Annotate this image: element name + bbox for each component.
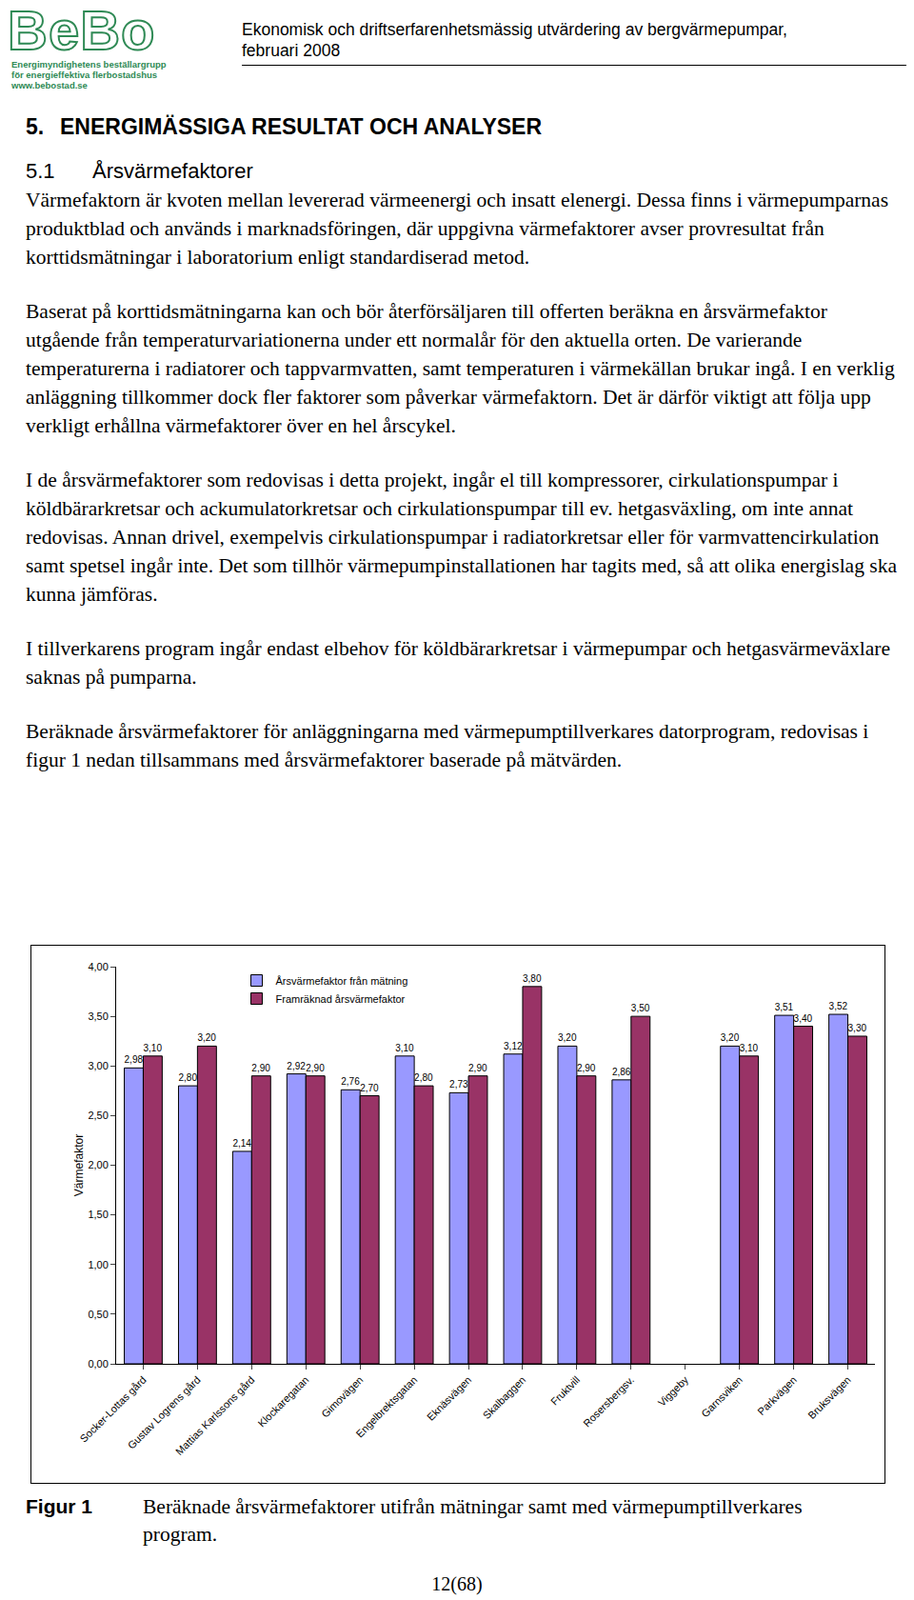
svg-text:Viggeby: Viggeby [655, 1372, 692, 1409]
svg-text:2,90: 2,90 [251, 1062, 271, 1073]
svg-text:Garnsviken: Garnsviken [698, 1373, 745, 1420]
svg-text:3,00: 3,00 [87, 1059, 108, 1072]
svg-text:2,90: 2,90 [468, 1062, 488, 1073]
html-text:Värmefaktorn är kvoten mellan: Värmefaktorn är kvoten mellan levererad … [25, 188, 889, 269]
html-text:I tillverkarens program ingår: I tillverkarens program ingår endast elb… [25, 636, 891, 689]
svg-text:0,00: 0,00 [87, 1357, 108, 1370]
svg-text:2,73: 2,73 [449, 1078, 469, 1090]
svg-text:4,00: 4,00 [87, 960, 108, 973]
svg-text:Klockaregatan: Klockaregatan [255, 1373, 311, 1430]
svg-text:2,00: 2,00 [87, 1158, 108, 1171]
svg-text:3,50: 3,50 [631, 1002, 651, 1014]
svg-text:2,14: 2,14 [232, 1137, 252, 1149]
html-text:5.: 5. [25, 114, 44, 140]
svg-text:3,20: 3,20 [197, 1032, 217, 1043]
html-text:12(68): 12(68) [431, 1572, 483, 1594]
svg-text:2,80: 2,80 [414, 1072, 434, 1083]
svg-text:2,76: 2,76 [340, 1075, 360, 1087]
svg-text:1,50: 1,50 [87, 1208, 108, 1220]
svg-text:Gimovägen: Gimovägen [318, 1373, 365, 1420]
svg-text:2,92: 2,92 [286, 1060, 306, 1072]
html-text:BeBo: BeBo [7, 0, 156, 61]
svg-text:Skalbaggen: Skalbaggen [480, 1373, 529, 1422]
svg-text:2,50: 2,50 [87, 1109, 108, 1121]
svg-text:3,80: 3,80 [522, 973, 542, 984]
svg-text:Gustav Logrens gård: Gustav Logrens gård [125, 1373, 203, 1451]
svg-text:Värmefaktor: Värmefaktor [72, 1133, 86, 1196]
html-text:Beräknade årsvärmefaktorer uti: Beräknade årsvärmefaktorer utifrån mätni… [142, 1494, 803, 1546]
svg-text:2,80: 2,80 [178, 1072, 198, 1083]
html-text:ENERGIMÄSSIGA RESULTAT OCH ANA: ENERGIMÄSSIGA RESULTAT OCH ANALYSER [59, 114, 542, 140]
html-text:www.bebostad.se: www.bebostad.se [11, 79, 88, 91]
svg-text:Fruktvill: Fruktvill [548, 1373, 582, 1408]
svg-text:3,40: 3,40 [794, 1013, 814, 1024]
svg-text:0,50: 0,50 [87, 1308, 108, 1320]
svg-text:Socker-Lottas gård: Socker-Lottas gård [78, 1373, 149, 1445]
svg-text:3,20: 3,20 [557, 1032, 577, 1043]
svg-text:Bruksvägen: Bruksvägen [805, 1373, 854, 1422]
svg-text:3,20: 3,20 [720, 1032, 740, 1043]
html-text:Beräknade årsvärmefaktorer för: Beräknade årsvärmefaktorer för anläggnin… [25, 719, 869, 772]
svg-text:2,86: 2,86 [612, 1066, 632, 1077]
svg-text:1,00: 1,00 [87, 1258, 108, 1271]
html-text:Årsvärmefaktorer: Årsvärmefaktorer [92, 158, 253, 183]
svg-text:2,90: 2,90 [305, 1062, 325, 1073]
svg-text:2,90: 2,90 [576, 1062, 597, 1073]
html-text:I de årsvärmefaktorer som redo: I de årsvärmefaktorer som redovisas i de… [25, 468, 897, 606]
svg-text:Parkvägen: Parkvägen [755, 1373, 799, 1418]
html-text:Ekonomisk och driftserfarenhet: Ekonomisk och driftserfarenhetsmässig ut… [241, 19, 788, 40]
svg-text:3,51: 3,51 [774, 1001, 795, 1013]
svg-text:Mattias Karlssons gård: Mattias Karlssons gård [173, 1373, 258, 1458]
svg-text:Rosersbergsv.: Rosersbergsv. [580, 1373, 636, 1430]
svg-text:3,52: 3,52 [829, 1000, 849, 1012]
svg-text:3,10: 3,10 [395, 1042, 415, 1054]
svg-text:3,10: 3,10 [142, 1042, 162, 1054]
html-text:5.1: 5.1 [25, 158, 55, 183]
svg-text:3,30: 3,30 [848, 1022, 868, 1034]
svg-text:Årsvärmefaktor från mätning: Årsvärmefaktor från mätning [276, 974, 409, 987]
html-text:februari 2008: februari 2008 [241, 40, 340, 60]
svg-text:3,10: 3,10 [739, 1042, 759, 1054]
html-text:Energimyndighetens beställargr: Energimyndighetens beställargrupp [11, 59, 167, 70]
svg-text:Engelbrektsgatan: Engelbrektsgatan [353, 1373, 419, 1440]
svg-text:Eknäsvägen: Eknäsvägen [424, 1373, 474, 1423]
svg-text:2,98: 2,98 [124, 1053, 144, 1065]
html-text:Figur 1: Figur 1 [25, 1494, 93, 1517]
html-text:Baserat på korttidsmätningarna: Baserat på korttidsmätningarna kan och b… [25, 299, 895, 438]
svg-text:3,50: 3,50 [87, 1010, 108, 1022]
svg-text:2,70: 2,70 [359, 1082, 379, 1093]
svg-text:Framräknad årsvärmefaktor: Framräknad årsvärmefaktor [276, 993, 406, 1005]
svg-text:3,12: 3,12 [503, 1040, 523, 1052]
html-text:för energieffektiva flerbostad: för energieffektiva flerbostadshus [11, 69, 158, 80]
